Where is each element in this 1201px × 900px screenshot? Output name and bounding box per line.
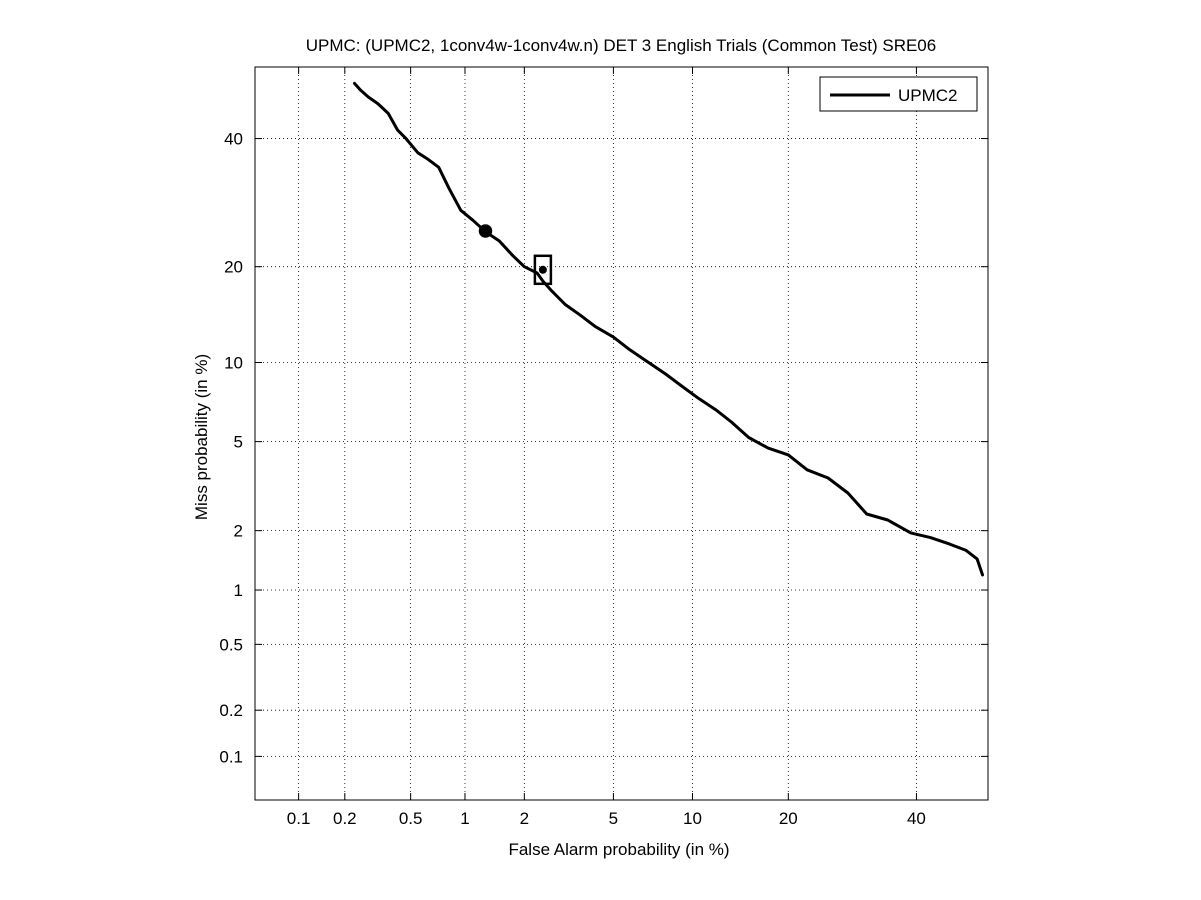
x-tick-label: 10 <box>683 809 702 828</box>
y-tick-label: 20 <box>224 258 243 277</box>
square-marker-dot <box>538 265 547 274</box>
x-tick-label: 20 <box>779 809 798 828</box>
x-tick-label: 0.2 <box>333 809 357 828</box>
y-tick-label: 2 <box>234 522 243 541</box>
square-marker <box>533 254 553 286</box>
y-tick-label: 40 <box>224 130 243 149</box>
y-tick-label: 5 <box>234 433 243 452</box>
y-axis-label: Miss probability (in %) <box>192 354 211 520</box>
x-tick-label: 2 <box>520 809 529 828</box>
x-tick-label: 1 <box>460 809 469 828</box>
x-axis-label: False Alarm probability (in %) <box>508 840 729 859</box>
y-tick-label: 0.2 <box>219 701 243 720</box>
chart-title: UPMC: (UPMC2, 1conv4w-1conv4w.n) DET 3 E… <box>306 36 936 55</box>
series-line <box>353 81 984 577</box>
x-tick-label: 0.1 <box>287 809 311 828</box>
x-tick-label: 40 <box>907 809 926 828</box>
y-tick-label: 10 <box>224 353 243 372</box>
circle-marker <box>478 224 493 238</box>
legend-label: UPMC2 <box>898 86 958 105</box>
x-tick-label: 5 <box>609 809 618 828</box>
y-tick-label: 0.1 <box>219 747 243 766</box>
y-tick-label: 0.5 <box>219 635 243 654</box>
legend: UPMC2 <box>819 76 978 112</box>
ticks: 0.1 0.2 0.5 1 2 5 10 20 40 0.1 0.2 0.5 1 2 5 10 20 40 <box>219 67 988 828</box>
series-layer <box>353 81 984 577</box>
x-tick-label: 0.5 <box>399 809 423 828</box>
y-tick-label: 1 <box>234 581 243 600</box>
marker-layer <box>478 224 553 286</box>
plot-area <box>254 66 989 801</box>
